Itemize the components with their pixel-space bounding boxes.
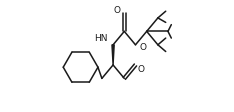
- Text: O: O: [138, 65, 145, 74]
- Text: O: O: [139, 43, 146, 52]
- Text: O: O: [114, 6, 121, 15]
- Text: HN: HN: [94, 34, 107, 43]
- Polygon shape: [112, 45, 114, 65]
